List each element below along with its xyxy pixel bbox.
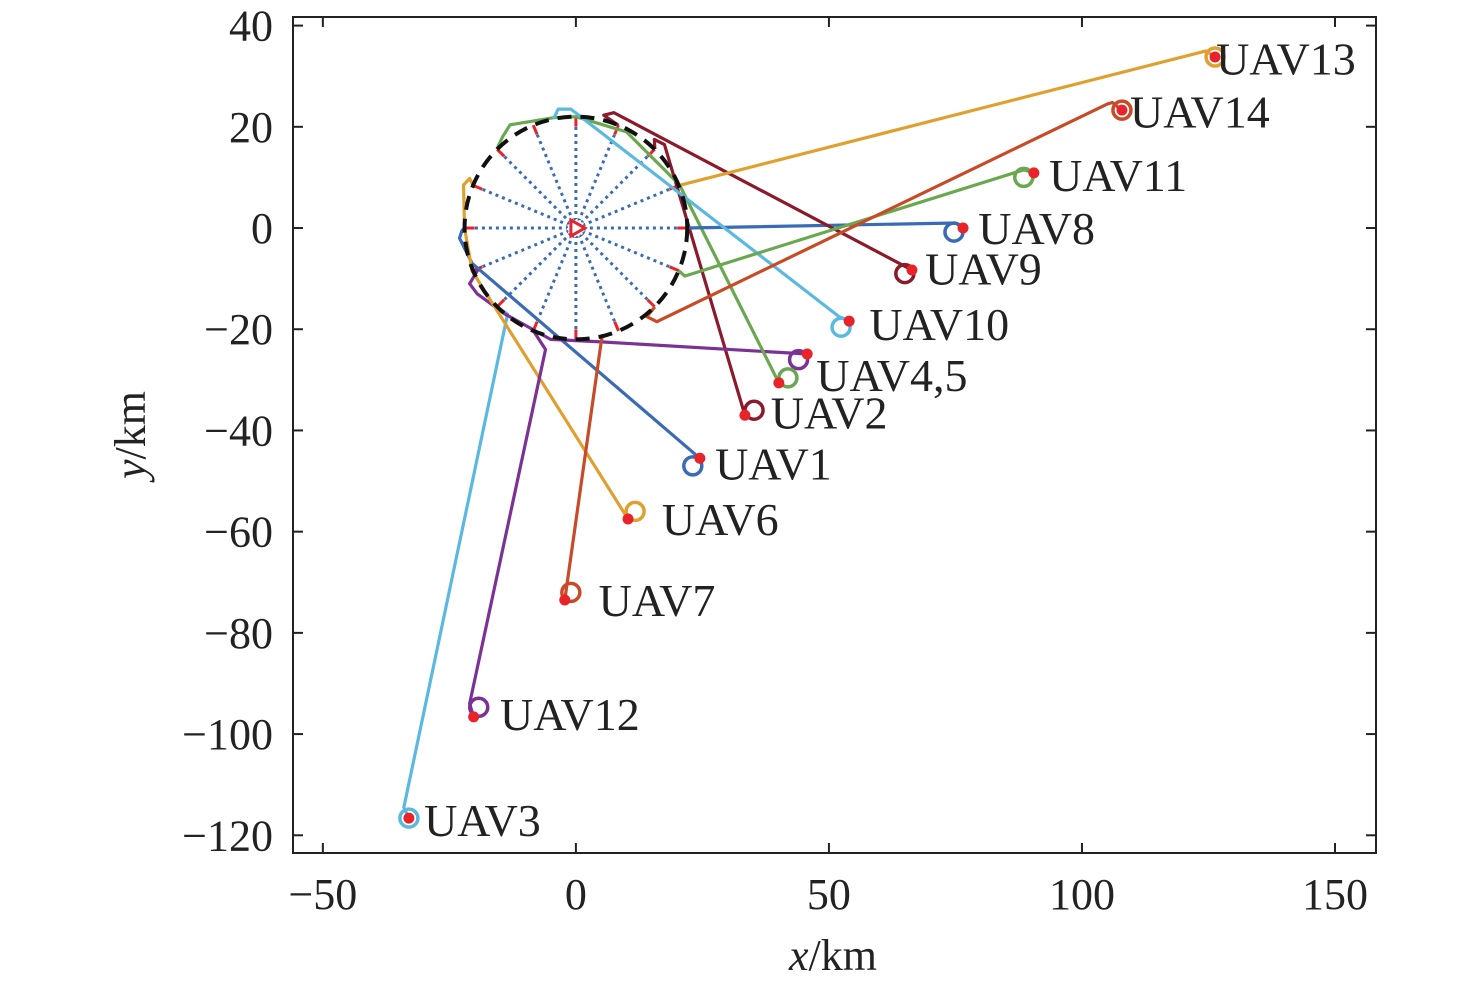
endpoint-uav8 [957, 222, 969, 234]
uav-label: UAV13 [1216, 33, 1356, 84]
endpoint-uav6 [622, 513, 634, 525]
endpoint-uav1 [694, 452, 706, 464]
axes-box [292, 16, 1377, 854]
uav-label: UAV3 [424, 795, 541, 846]
y-axis-unit: /km [106, 391, 155, 459]
spoke-end-marker [668, 265, 680, 273]
spoke-end-marker [496, 148, 506, 158]
x-axis-var: x [788, 931, 809, 980]
spoke-end-marker [613, 321, 620, 332]
y-tick-label: −100 [182, 710, 273, 759]
target-circle [462, 114, 690, 342]
x-tick-label: 0 [565, 870, 587, 919]
start-loop-uav10 [830, 316, 852, 338]
x-axis-label: x/km [788, 931, 877, 980]
spoke-end-marker [531, 124, 539, 135]
trajectory-uav7 [563, 336, 604, 601]
endpoint-uav2 [739, 409, 751, 421]
x-tick-label: 100 [1049, 870, 1115, 919]
spoke-line [575, 187, 671, 230]
trajectory-uav6 [461, 176, 630, 520]
x-tick-label: 150 [1302, 870, 1368, 919]
uav-label: UAV10 [869, 299, 1009, 350]
axis-ticks: −50 0 50 100 150 40 20 0 −20 −40 −60 −80 −100 −120 [182, 2, 1376, 919]
uav-label: UAV4,5 [816, 350, 967, 401]
y-tick-label: 20 [229, 103, 273, 152]
endpoint-uav3 [403, 812, 415, 824]
spoke-line [574, 155, 649, 230]
center-triangle-icon [569, 217, 588, 239]
endpoint-uav7 [559, 594, 571, 606]
y-tick-label: −40 [204, 406, 273, 455]
uav-label: UAV14 [1130, 87, 1270, 138]
uav-label: UAV2 [771, 388, 888, 439]
uav-label: UAV12 [500, 689, 640, 740]
x-tick-label: −50 [288, 870, 357, 919]
spoke-line [481, 187, 577, 230]
uav-label: UAV11 [1049, 150, 1187, 201]
spoke-line [574, 226, 649, 301]
endpoint-uav12 [468, 711, 480, 723]
y-tick-label: −80 [204, 609, 273, 658]
endpoint-uav11 [1028, 167, 1040, 179]
spoke-end-marker [646, 298, 656, 308]
y-axis-var: y [106, 459, 155, 483]
y-tick-label: −60 [204, 508, 273, 557]
start-loop-uav3 [398, 807, 420, 829]
spoke-line [481, 226, 577, 269]
spoke-line [503, 226, 577, 301]
endpoint-uav13 [1209, 51, 1221, 63]
trajectory-uav9 [602, 111, 913, 272]
trajectory-uav2 [652, 137, 747, 416]
y-tick-label: 0 [251, 204, 273, 253]
spoke-line [535, 133, 578, 229]
x-axis-unit: /km [809, 931, 877, 980]
spoke-line [535, 227, 578, 323]
trajectory-uav12 [468, 329, 548, 718]
start-loop-uav7 [560, 581, 582, 604]
y-tick-label: 40 [229, 2, 273, 51]
spoke-line [575, 226, 671, 269]
uav-label: UAV8 [978, 203, 1095, 254]
endpoint-uav9 [906, 264, 918, 276]
x-tick-label: 50 [807, 870, 851, 919]
y-axis-label: y/km [106, 391, 155, 483]
start-loop-uav6 [624, 500, 646, 523]
spoke-line [503, 155, 577, 230]
endpoint-uav10 [843, 315, 855, 327]
y-tick-label: −120 [182, 811, 273, 860]
spoke-line [574, 227, 617, 323]
endpoint-uav4 [801, 348, 813, 360]
uav-label: UAV1 [715, 438, 832, 489]
start-loop-uav14 [1111, 99, 1133, 121]
start-loop-uav1 [682, 455, 704, 477]
uav-label: UAV7 [599, 575, 716, 626]
plot-area: UAV13UAV14UAV11UAV8UAV9UAV10UAV4,5UAV2UA… [398, 33, 1356, 846]
spoke-line [574, 133, 617, 229]
endpoint-uav14 [1116, 104, 1128, 116]
trajectory-uav3 [402, 305, 510, 819]
trajectory-uav1 [457, 226, 701, 460]
start-loop-uav13 [1204, 46, 1226, 68]
uav-label: UAV6 [662, 494, 779, 545]
start-loop-uav4 [787, 348, 810, 371]
endpoint-uav5 [773, 377, 785, 389]
y-tick-label: −20 [204, 305, 273, 354]
uav-label: UAV9 [925, 244, 1042, 295]
